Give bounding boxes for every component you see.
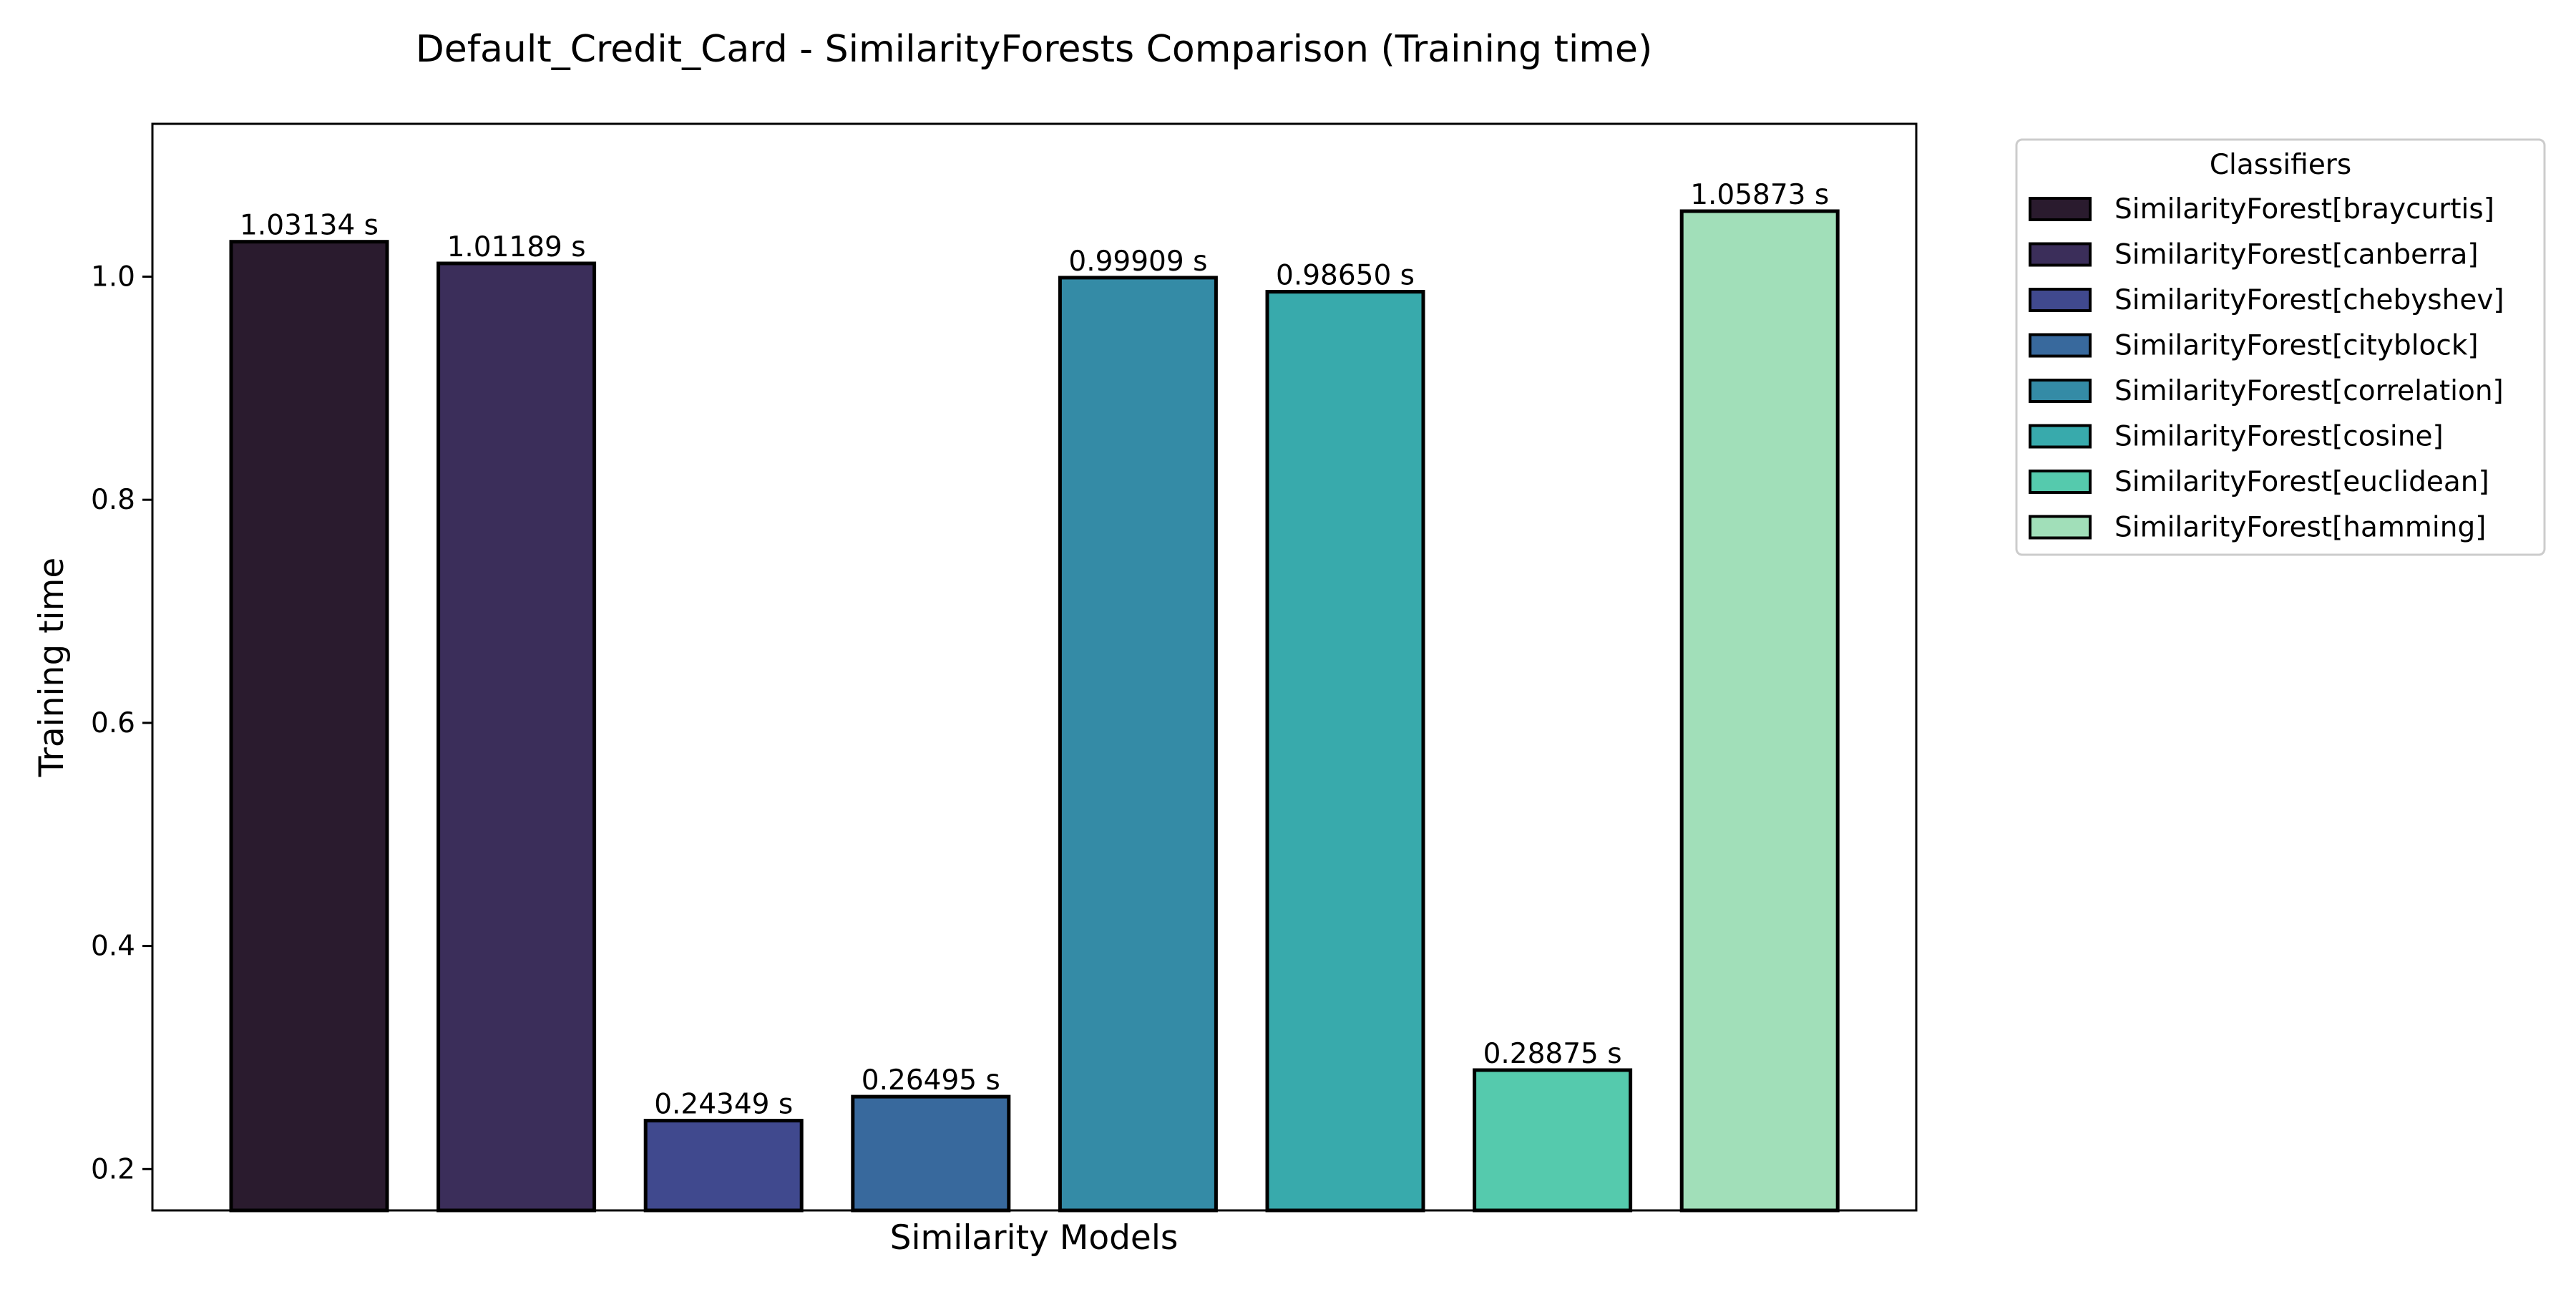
legend-swatch-4 bbox=[2029, 333, 2092, 358]
bar-labels-layer: 1.03134 s 1.01189 s 0.24349 s 0.26495 s 0.99… bbox=[240, 179, 1829, 1121]
bar-3 bbox=[643, 1119, 804, 1213]
bar-value-label-8: 1.05873 s bbox=[1690, 179, 1829, 211]
x-axis-label: Similarity Models bbox=[890, 1218, 1179, 1258]
legend-frame bbox=[2015, 138, 2546, 556]
legend-label-5: SimilarityForest[correlation] bbox=[2114, 375, 2504, 407]
legend: Classifiers SimilarityForest[braycurtis]… bbox=[2015, 138, 2546, 556]
bar-value-label-1: 1.03134 s bbox=[240, 210, 379, 242]
legend-items: SimilarityForest[braycurtis] SimilarityFo… bbox=[2029, 193, 2504, 544]
bar-value-label-2: 1.01189 s bbox=[447, 231, 586, 263]
legend-label-1: SimilarityForest[braycurtis] bbox=[2114, 193, 2494, 225]
bar-6 bbox=[1265, 290, 1425, 1213]
legend-swatch-7 bbox=[2029, 470, 2092, 494]
bar-5 bbox=[1058, 276, 1218, 1213]
y-tick-label-3: 0.6 bbox=[91, 707, 135, 739]
y-tick-label-2: 0.4 bbox=[91, 931, 135, 963]
bar-1 bbox=[229, 240, 389, 1213]
legend-label-3: SimilarityForest[chebyshev] bbox=[2114, 284, 2504, 316]
y-axis-ticks: 0.2 0.4 0.6 0.8 1.0 bbox=[91, 261, 152, 1185]
bar-7 bbox=[1473, 1068, 1633, 1213]
y-tick-label-1: 0.2 bbox=[91, 1153, 135, 1185]
legend-label-8: SimilarityForest[hamming] bbox=[2114, 512, 2486, 544]
bar-value-label-7: 0.28875 s bbox=[1483, 1038, 1622, 1070]
legend-swatch-2 bbox=[2029, 242, 2092, 267]
legend-label-2: SimilarityForest[canberra] bbox=[2114, 239, 2479, 271]
bar-value-label-6: 0.98650 s bbox=[1276, 260, 1415, 292]
legend-swatch-1 bbox=[2029, 197, 2092, 221]
bar-4 bbox=[851, 1094, 1011, 1213]
chart-title: Default_Credit_Card - SimilarityForests … bbox=[416, 28, 1653, 71]
legend-swatch-3 bbox=[2029, 288, 2092, 312]
bar-value-label-4: 0.26495 s bbox=[862, 1064, 1000, 1097]
legend-swatch-8 bbox=[2029, 515, 2092, 540]
bars-layer bbox=[229, 209, 1840, 1213]
bar-value-label-5: 0.99909 s bbox=[1068, 246, 1207, 278]
plot-frame bbox=[151, 122, 1918, 1212]
bar-8 bbox=[1679, 209, 1840, 1213]
y-axis-label: Training time bbox=[32, 558, 72, 778]
legend-label-6: SimilarityForest[cosine] bbox=[2114, 421, 2444, 453]
bar-value-label-3: 0.24349 s bbox=[654, 1089, 793, 1121]
legend-title: Classifiers bbox=[2210, 149, 2351, 181]
y-tick-label-4: 0.8 bbox=[91, 484, 135, 516]
legend-swatch-6 bbox=[2029, 424, 2092, 449]
bar-2 bbox=[436, 261, 597, 1213]
legend-swatch-5 bbox=[2029, 379, 2092, 403]
y-tick-label-5: 1.0 bbox=[91, 261, 135, 293]
legend-label-7: SimilarityForest[euclidean] bbox=[2114, 466, 2489, 498]
legend-label-4: SimilarityForest[cityblock] bbox=[2114, 330, 2479, 362]
